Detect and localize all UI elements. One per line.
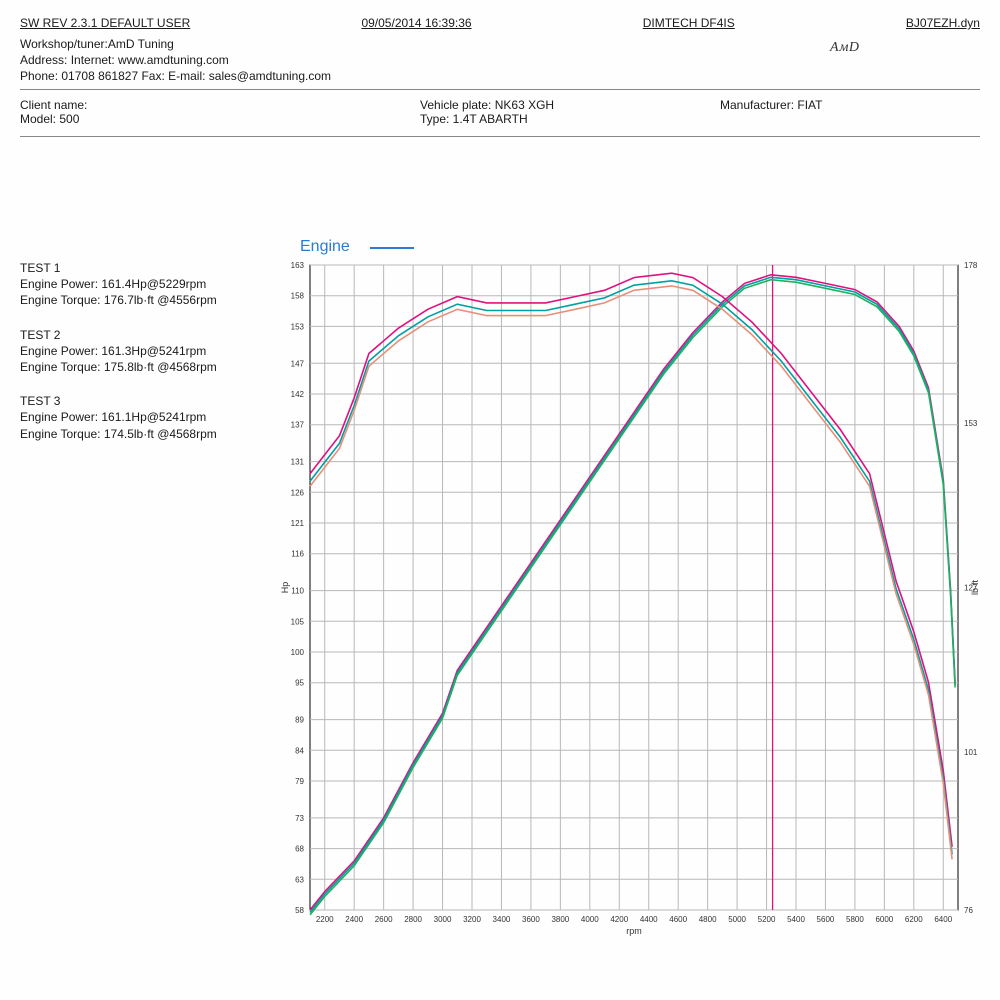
x-tick-label: 3800 bbox=[551, 915, 569, 924]
dyno-report-page: SW REV 2.3.1 DEFAULT USER 09/05/2014 16:… bbox=[0, 0, 1000, 1000]
y-right-tick-label: 178 bbox=[964, 261, 978, 270]
x-tick-label: 5600 bbox=[817, 915, 835, 924]
torque-series-2 bbox=[310, 281, 952, 855]
torque-series-3 bbox=[310, 286, 952, 860]
client-model-label: Model: 500 bbox=[20, 112, 420, 126]
test-3-power: Engine Power: 161.1Hp@5241rpm bbox=[20, 409, 270, 425]
test-2-block: TEST 2 Engine Power: 161.3Hp@5241rpm Eng… bbox=[20, 327, 270, 376]
y-left-tick-label: 163 bbox=[291, 261, 305, 270]
x-tick-label: 6400 bbox=[934, 915, 952, 924]
y-left-tick-label: 153 bbox=[291, 322, 305, 331]
legend-swatch bbox=[370, 247, 414, 249]
manufacturer-col: Manufacturer: FIAT bbox=[720, 98, 920, 126]
workshop-line2: Address: Internet: www.amdtuning.com bbox=[20, 52, 331, 68]
test-3-torque: Engine Torque: 174.5lb·ft @4568rpm bbox=[20, 426, 270, 442]
y-left-tick-label: 95 bbox=[295, 679, 304, 688]
y-right-tick-label: 153 bbox=[964, 419, 978, 428]
y-left-tick-label: 79 bbox=[295, 777, 304, 786]
y-left-tick-label: 116 bbox=[291, 550, 304, 559]
client-name-label: Client name: bbox=[20, 98, 420, 112]
x-tick-label: 4000 bbox=[581, 915, 599, 924]
y-left-tick-label: 63 bbox=[295, 875, 304, 884]
chart-svg: 2200 2400 2600 2800 3000 3200 3400 3600 3800 4000… bbox=[280, 260, 980, 940]
power-series-2 bbox=[310, 277, 955, 912]
workshop-line1: Workshop/tuner:AmD Tuning bbox=[20, 36, 331, 52]
x-tick-label: 3600 bbox=[522, 915, 540, 924]
y-left-tick-label: 126 bbox=[291, 488, 305, 497]
test-1-title: TEST 1 bbox=[20, 260, 270, 276]
test-1-power: Engine Power: 161.4Hp@5229rpm bbox=[20, 276, 270, 292]
y-left-tick-label: 100 bbox=[291, 648, 305, 657]
tests-column: TEST 1 Engine Power: 161.4Hp@5229rpm Eng… bbox=[20, 260, 270, 460]
header-filename: BJ07EZH.dyn bbox=[906, 16, 980, 30]
test-3-block: TEST 3 Engine Power: 161.1Hp@5241rpm Eng… bbox=[20, 393, 270, 442]
x-tick-label: 3200 bbox=[463, 915, 481, 924]
y-right-tick-label: 101 bbox=[964, 748, 978, 757]
test-2-torque: Engine Torque: 175.8lb·ft @4568rpm bbox=[20, 359, 270, 375]
y-left-tick-label: 58 bbox=[295, 906, 304, 915]
client-col: Client name: Model: 500 bbox=[20, 98, 420, 126]
client-row: Client name: Model: 500 Vehicle plate: N… bbox=[20, 98, 980, 126]
x-tick-label: 5000 bbox=[728, 915, 746, 924]
header-device: DIMTECH DF4IS bbox=[643, 16, 735, 30]
torque-series-1 bbox=[310, 273, 952, 847]
y-left-tick-label: 158 bbox=[291, 292, 305, 301]
divider-2 bbox=[20, 136, 980, 137]
x-axis-label: rpm bbox=[626, 926, 642, 936]
x-tick-label: 4200 bbox=[610, 915, 628, 924]
test-1-torque: Engine Torque: 176.7lb·ft @4556rpm bbox=[20, 292, 270, 308]
y-left-tick-label: 131 bbox=[291, 458, 305, 467]
y-left-tick-label: 105 bbox=[291, 617, 305, 626]
y-left-axis-label: Hp bbox=[280, 582, 290, 594]
x-tick-label: 6200 bbox=[905, 915, 923, 924]
y-left-tick-label: 89 bbox=[295, 716, 304, 725]
x-tick-label: 3000 bbox=[434, 915, 452, 924]
y-left-tick-label: 73 bbox=[295, 814, 304, 823]
brand-logo: AᴍD bbox=[830, 40, 860, 56]
y-left-tick-label: 110 bbox=[291, 587, 304, 596]
x-tick-label: 6000 bbox=[875, 915, 893, 924]
plot-border bbox=[310, 265, 958, 910]
y-left-tick-label: 147 bbox=[291, 359, 305, 368]
test-2-power: Engine Power: 161.3Hp@5241rpm bbox=[20, 343, 270, 359]
header-datetime: 09/05/2014 16:39:36 bbox=[361, 16, 471, 30]
x-tick-label: 4800 bbox=[699, 915, 717, 924]
y-right-tick-label: 76 bbox=[964, 906, 973, 915]
vehicle-plate: Vehicle plate: NK63 XGH bbox=[420, 98, 720, 112]
test-1-block: TEST 1 Engine Power: 161.4Hp@5229rpm Eng… bbox=[20, 260, 270, 309]
y-left-tick-label: 84 bbox=[295, 746, 304, 755]
x-tick-label: 5800 bbox=[846, 915, 864, 924]
x-tick-label: 2600 bbox=[375, 915, 393, 924]
x-tick-label: 5400 bbox=[787, 915, 805, 924]
y-left-tick-label: 121 bbox=[291, 519, 305, 528]
power-series-1 bbox=[310, 275, 955, 910]
vehicle-type: Type: 1.4T ABARTH bbox=[420, 112, 720, 126]
manufacturer-label: Manufacturer: FIAT bbox=[720, 98, 920, 112]
vehicle-col: Vehicle plate: NK63 XGH Type: 1.4T ABART… bbox=[420, 98, 720, 126]
x-tick-label: 4600 bbox=[669, 915, 687, 924]
legend-title: Engine bbox=[300, 238, 350, 256]
power-series-3 bbox=[310, 280, 955, 915]
header-row: SW REV 2.3.1 DEFAULT USER 09/05/2014 16:… bbox=[20, 16, 980, 32]
workshop-row: Workshop/tuner:AmD Tuning Address: Inter… bbox=[20, 32, 980, 85]
x-tick-label: 3400 bbox=[493, 915, 511, 924]
divider-1 bbox=[20, 89, 980, 90]
test-2-title: TEST 2 bbox=[20, 327, 270, 343]
x-tick-label: 2800 bbox=[404, 915, 422, 924]
test-3-title: TEST 3 bbox=[20, 393, 270, 409]
dyno-chart: 2200 2400 2600 2800 3000 3200 3400 3600 3800 4000… bbox=[280, 260, 980, 940]
x-tick-label: 2200 bbox=[316, 915, 334, 924]
sw-rev: SW REV 2.3.1 DEFAULT USER bbox=[20, 16, 190, 30]
workshop-block: Workshop/tuner:AmD Tuning Address: Inter… bbox=[20, 36, 331, 85]
y-left-tick-label: 68 bbox=[295, 845, 304, 854]
y-left-tick-label: 137 bbox=[291, 421, 305, 430]
y-left-tick-label: 142 bbox=[291, 390, 305, 399]
x-tick-label: 2400 bbox=[345, 915, 363, 924]
x-tick-label: 5200 bbox=[758, 915, 776, 924]
y-right-axis-label: lb·ft bbox=[970, 580, 980, 596]
workshop-line3: Phone: 01708 861827 Fax: E-mail: sales@a… bbox=[20, 68, 331, 84]
x-tick-label: 4400 bbox=[640, 915, 658, 924]
